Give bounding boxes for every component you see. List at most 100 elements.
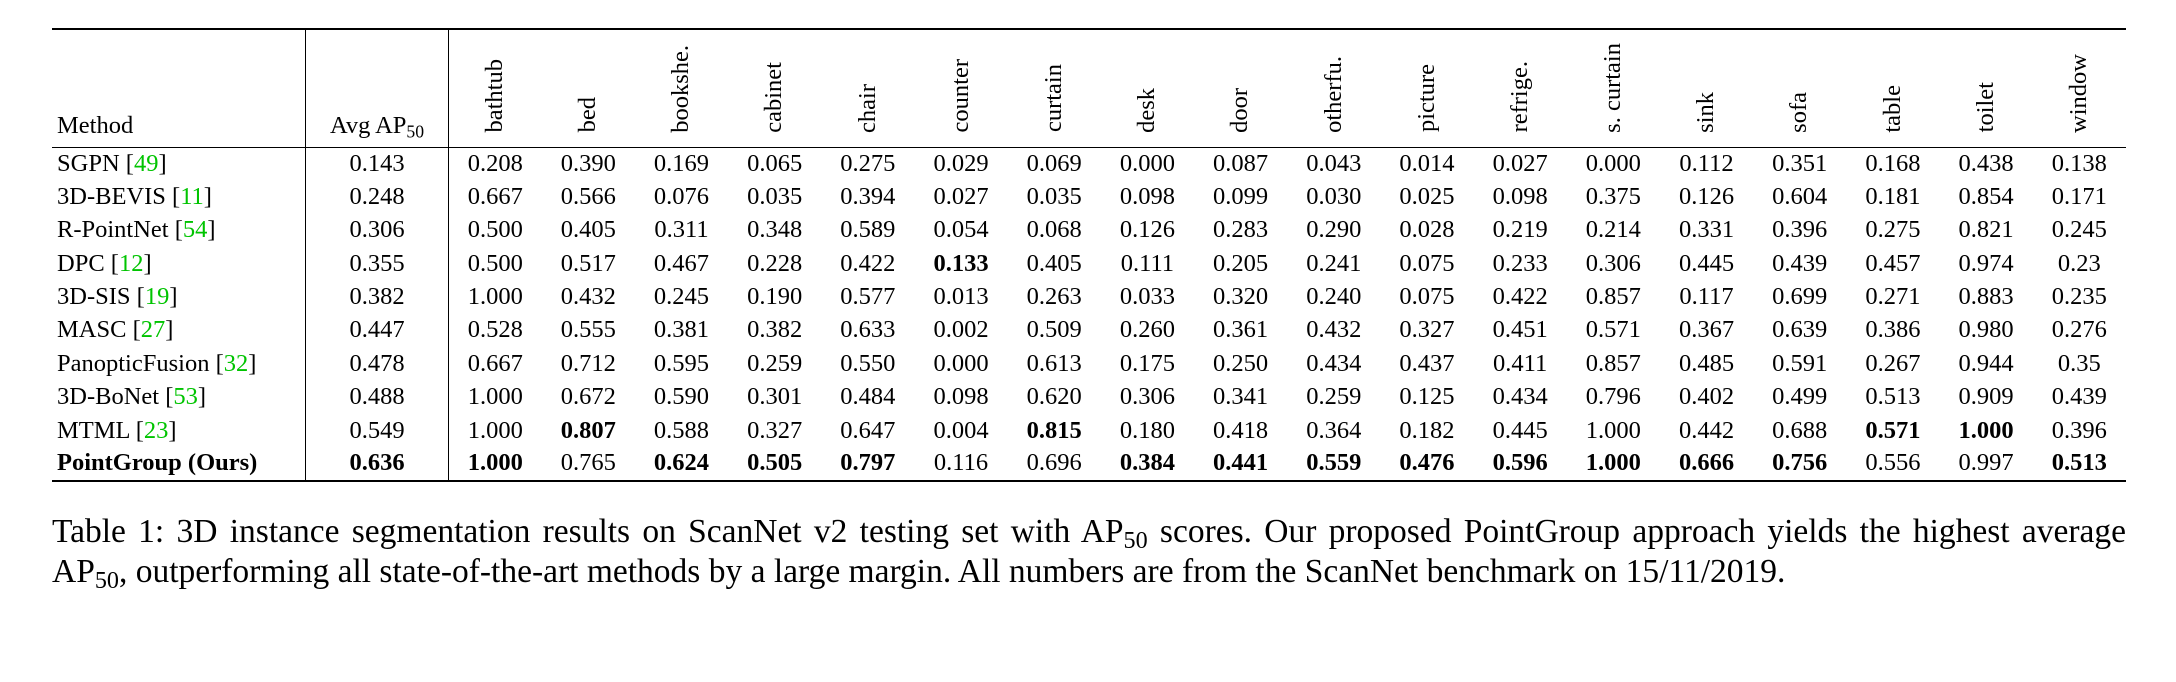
citation-link[interactable]: 49 (133, 149, 159, 177)
avg-ap-cell: 0.636 (305, 447, 449, 481)
score-cell: 0.439 (1772, 249, 1828, 277)
score-cell: 0.883 (1958, 283, 2014, 310)
score-cell: 0.613 (1026, 349, 1082, 377)
class-column-label: chair (853, 83, 881, 133)
method-name: MASC (57, 316, 127, 344)
table-row: 3D-BoNet [53] 0.488 1.000 0.672 0.590 0.301 0.… (52, 380, 2126, 415)
avg-ap-cell: 0.143 (305, 147, 449, 181)
score-cell: 0.259 (747, 349, 803, 377)
class-column-header: sink (1659, 29, 1754, 148)
score-cell: 0.035 (1026, 182, 1082, 210)
class-column-label: refrige. (1505, 61, 1533, 133)
score-cell: 0.025 (1399, 182, 1455, 210)
score-cell: 0.076 (653, 182, 710, 210)
method-name: 3D-BoNet (57, 383, 160, 411)
table-body: SGPN [49] 0.143 0.208 0.390 0.169 0.065 0.275 0… (52, 147, 2126, 481)
score-cell: 0.351 (1772, 149, 1828, 177)
score-cell: 0.004 (933, 416, 989, 444)
table-row: PointGroup (Ours) 0.636 1.000 0.765 0.624 0.5… (52, 447, 2126, 481)
citation-link[interactable]: 23 (143, 416, 169, 444)
score-cell: 0.604 (1772, 182, 1828, 210)
table-row: 3D-SIS [19] 0.382 1.000 0.432 0.245 0.190 0.57… (52, 280, 2126, 314)
class-column-header: chair (821, 29, 915, 148)
score-cell: 0.000 (1119, 149, 1175, 177)
caption-text-1: Table 1: 3D instance segmentation result… (52, 513, 1124, 550)
class-column-label: counter (946, 59, 974, 133)
score-cell: 0.528 (467, 316, 523, 344)
score-cell: 0.23 (2057, 249, 2101, 277)
score-cell: 0.457 (1865, 249, 1921, 277)
score-cell: 0.390 (560, 149, 616, 177)
class-column-label: curtain (1039, 64, 1067, 133)
score-cell: 0.361 (1213, 316, 1269, 344)
class-column-label: door (1226, 87, 1254, 133)
table-row: R-PointNet [54] 0.306 0.500 0.405 0.311 0.348… (52, 213, 2126, 248)
citation-link[interactable]: 12 (118, 249, 144, 277)
score-cell: 0.030 (1306, 182, 1362, 210)
score-cell: 0.35 (2057, 349, 2101, 377)
score-cell: 0.306 (1585, 249, 1641, 277)
score-cell: 0.712 (560, 349, 616, 377)
score-cell: 0.250 (1213, 349, 1269, 377)
score-cell: 0.485 (1678, 349, 1735, 377)
score-cell: 0.235 (2051, 283, 2107, 310)
class-column-label: window (2065, 53, 2093, 133)
score-cell: 0.000 (1585, 149, 1641, 177)
citation-link[interactable]: 53 (173, 383, 198, 411)
score-cell: 0.180 (1119, 416, 1175, 444)
citation-link[interactable]: 19 (144, 283, 170, 310)
score-cell: 1.000 (467, 383, 523, 411)
score-cell: 0.500 (467, 216, 523, 244)
score-cell: 0.111 (1120, 249, 1175, 277)
citation-link[interactable]: 27 (140, 316, 166, 344)
score-cell: 0.275 (840, 149, 896, 177)
score-cell: 1.000 (467, 283, 523, 310)
score-cell: 0.688 (1772, 416, 1828, 444)
score-cell: 0.699 (1772, 283, 1828, 310)
score-cell: 0.283 (1213, 216, 1269, 244)
citation-link[interactable]: 32 (223, 349, 249, 377)
avg-ap-cell: 0.447 (305, 313, 449, 348)
avg-ap-cell: 0.306 (305, 213, 449, 248)
citation-link[interactable]: 54 (182, 216, 208, 244)
score-cell: 0.000 (933, 349, 989, 377)
score-cell: 0.595 (653, 349, 710, 377)
class-column-header: curtain (1007, 29, 1101, 148)
score-cell: 0.028 (1399, 216, 1455, 244)
method-name: 3D-SIS (57, 283, 131, 310)
caption-subscript-1: 50 (1123, 528, 1148, 555)
score-cell: 0.550 (840, 349, 896, 377)
class-column-label: sofa (1785, 91, 1813, 133)
score-cell: 0.054 (933, 216, 989, 244)
score-cell: 0.513 (2051, 449, 2107, 477)
score-cell: 0.559 (1306, 449, 1362, 477)
score-cell: 0.624 (653, 449, 710, 477)
class-column-label: s. curtain (1599, 42, 1627, 133)
avg-ap-cell: 0.382 (305, 280, 449, 314)
score-cell: 0.396 (1772, 216, 1828, 244)
class-column-label: bookshe. (667, 44, 695, 133)
method-name: PanopticFusion (57, 349, 210, 377)
method-column-header: Method (52, 29, 306, 148)
score-cell: 0.098 (1492, 182, 1548, 210)
citation-link[interactable]: 11 (180, 182, 204, 210)
score-cell: 0.138 (2051, 149, 2107, 177)
score-cell: 0.451 (1492, 316, 1548, 344)
score-cell: 0.375 (1585, 182, 1641, 210)
class-column-header: counter (914, 29, 1008, 148)
score-cell: 0.341 (1213, 383, 1269, 411)
method-cell: R-PointNet [54] (57, 216, 216, 244)
score-cell: 0.181 (1865, 182, 1921, 210)
score-cell: 0.320 (1213, 283, 1269, 310)
avg-ap-cell: 0.549 (305, 414, 449, 448)
class-column-header: desk (1100, 29, 1194, 148)
score-cell: 0.944 (1958, 349, 2014, 377)
avg-ap-cell: 0.478 (305, 347, 449, 381)
score-cell: 0.418 (1213, 416, 1269, 444)
score-cell: 0.666 (1678, 449, 1735, 477)
score-cell: 0.439 (2051, 383, 2107, 411)
method-name: MTML (57, 416, 130, 444)
score-cell: 0.571 (1865, 416, 1921, 444)
score-cell: 0.290 (1306, 216, 1362, 244)
score-cell: 0.386 (1865, 316, 1921, 344)
